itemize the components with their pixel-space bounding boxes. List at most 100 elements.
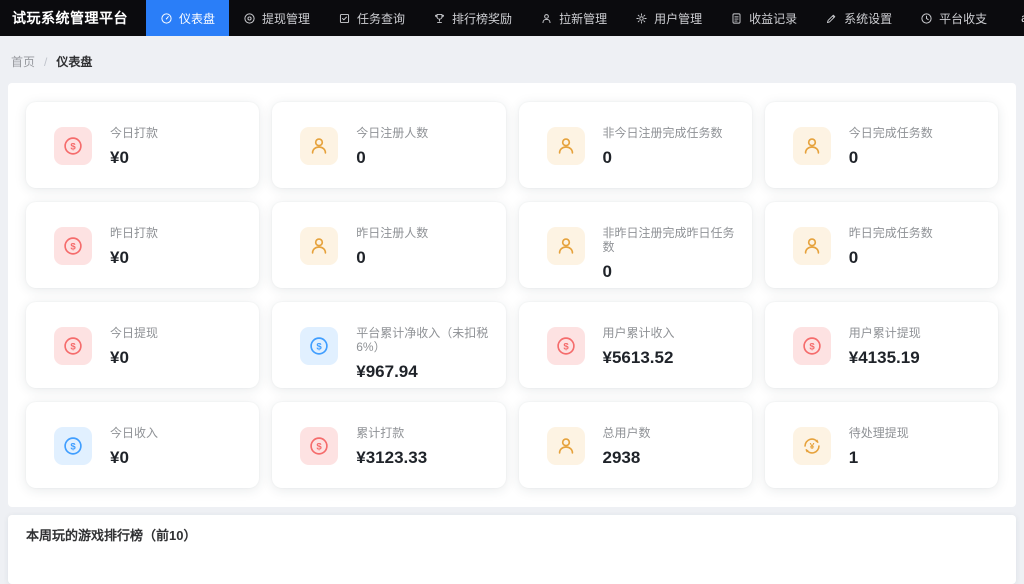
money-circle-icon (54, 327, 92, 365)
breadcrumb: 首页 / 仪表盘 (0, 36, 1024, 83)
money-circle-icon (54, 127, 92, 165)
username: admin (1021, 11, 1024, 25)
breadcrumb-separator: / (44, 54, 48, 69)
stat-value: 0 (848, 248, 859, 267)
app-title: 试玩系统管理平台 (12, 10, 128, 26)
stat-label: 今日完成任务数 (848, 126, 933, 140)
stat-value: ¥0 (110, 148, 129, 167)
stat-label: 非昨日注册完成昨日任务数 (602, 226, 735, 254)
weekly-ranking-panel: 本周玩的游戏排行榜（前10） (8, 515, 1016, 584)
nav-item-label: 排行榜奖励 (452, 11, 513, 26)
referral-person-icon (540, 12, 553, 25)
stat-card-yesterday-payout: 昨日打款 ¥0 (26, 202, 260, 288)
withdraw-icon (243, 12, 256, 25)
nav-item-platform-balance[interactable]: 平台收支 (906, 0, 1001, 36)
dashboard-icon (160, 12, 173, 25)
task-search-icon (338, 12, 351, 25)
stat-value: 1 (848, 448, 859, 467)
stat-label: 用户累计提现 (848, 326, 921, 340)
nav-item-label: 收益记录 (749, 11, 798, 26)
stat-value: ¥0 (110, 348, 129, 367)
stat-value: ¥5613.52 (602, 348, 674, 367)
stat-label: 今日注册人数 (356, 126, 429, 140)
user-gear-icon (635, 12, 648, 25)
stat-label: 昨日打款 (110, 226, 159, 240)
person-icon (546, 227, 585, 265)
main-nav: 仪表盘 提现管理 任务查询 排行榜奖励 拉新管理 用户管理 收益记录 系统设置 (146, 0, 1001, 36)
stat-card-nontoday-registered-tasks: 非今日注册完成任务数 0 (518, 102, 752, 188)
stat-value: ¥3123.33 (356, 448, 428, 467)
trophy-icon (433, 12, 446, 25)
money-circle-icon (300, 427, 339, 465)
person-icon (792, 127, 831, 165)
money-circle-icon (792, 327, 831, 365)
nav-item-label: 平台收支 (939, 11, 988, 26)
money-circle-icon (54, 427, 92, 465)
stat-card-today-income: 今日收入 ¥0 (26, 402, 260, 488)
stat-label: 待处理提现 (848, 426, 909, 440)
stat-card-pending-withdrawals: 待处理提现 1 (764, 402, 998, 488)
stat-card-nonyesterday-registered-tasks: 非昨日注册完成昨日任务数 0 (518, 202, 752, 288)
nav-item-leaderboard-rewards[interactable]: 排行榜奖励 (419, 0, 526, 36)
stat-value: ¥967.94 (356, 362, 418, 381)
stat-label: 昨日注册人数 (356, 226, 429, 240)
stats-grid: 今日打款 ¥0 今日注册人数 0 非今日注册完成任务数 0 今日完成任务数 0 … (26, 102, 998, 488)
nav-item-label: 任务查询 (357, 11, 406, 26)
stat-card-today-withdrawals: 今日提现 ¥0 (26, 302, 260, 388)
nav-item-label: 用户管理 (654, 11, 703, 26)
breadcrumb-current: 仪表盘 (56, 55, 93, 69)
stat-value: 0 (602, 262, 612, 281)
person-icon (792, 227, 831, 265)
dashboard-panel: 今日打款 ¥0 今日注册人数 0 非今日注册完成任务数 0 今日完成任务数 0 … (8, 83, 1016, 507)
stat-label: 今日提现 (110, 326, 159, 340)
stat-card-user-total-withdrawals: 用户累计提现 ¥4135.19 (764, 302, 998, 388)
stat-value: ¥0 (110, 448, 129, 467)
nav-item-earnings-records[interactable]: 收益记录 (716, 0, 811, 36)
stat-value: 2938 (602, 448, 641, 467)
person-icon (546, 127, 585, 165)
nav-item-user-management[interactable]: 用户管理 (621, 0, 716, 36)
nav-item-dashboard[interactable]: 仪表盘 (146, 0, 230, 36)
person-icon (300, 127, 339, 165)
money-circle-icon (300, 327, 339, 365)
stat-label: 平台累计净收入（未扣税6%） (356, 326, 489, 354)
nav-item-label: 系统设置 (844, 11, 893, 26)
pending-cycle-icon (792, 427, 831, 465)
stat-value: 0 (848, 148, 859, 167)
nav-item-referral-management[interactable]: 拉新管理 (526, 0, 621, 36)
person-icon (546, 427, 585, 465)
money-circle-icon (54, 227, 92, 265)
stat-value: 0 (356, 248, 366, 267)
stat-card-user-total-income: 用户累计收入 ¥5613.52 (518, 302, 752, 388)
stat-label: 今日打款 (110, 126, 159, 140)
stat-card-total-payout: 累计打款 ¥3123.33 (272, 402, 506, 488)
nav-item-label: 拉新管理 (559, 11, 608, 26)
nav-item-withdraw-management[interactable]: 提现管理 (229, 0, 324, 36)
stat-card-today-registrations: 今日注册人数 0 (272, 102, 506, 188)
top-navigation-bar: 试玩系统管理平台 仪表盘 提现管理 任务查询 排行榜奖励 拉新管理 用户管理 收 (0, 0, 1024, 36)
weekly-ranking-title: 本周玩的游戏排行榜（前10） (26, 528, 197, 543)
stat-value: ¥4135.19 (848, 348, 920, 367)
stat-value: 0 (602, 148, 612, 167)
stat-card-total-users: 总用户数 2938 (518, 402, 752, 488)
nav-item-label: 提现管理 (262, 11, 311, 26)
stat-card-today-completed-tasks: 今日完成任务数 0 (764, 102, 998, 188)
nav-item-label: 仪表盘 (179, 11, 216, 26)
nav-item-task-query[interactable]: 任务查询 (324, 0, 419, 36)
stat-card-yesterday-completed-tasks: 昨日完成任务数 0 (764, 202, 998, 288)
stat-label: 累计打款 (356, 426, 405, 440)
stat-value: 0 (356, 148, 366, 167)
stat-label: 非今日注册完成任务数 (602, 126, 723, 140)
nav-item-system-settings[interactable]: 系统设置 (811, 0, 906, 36)
stat-label: 昨日完成任务数 (848, 226, 933, 240)
stat-label: 总用户数 (602, 426, 651, 440)
stat-value: ¥0 (110, 248, 129, 267)
settings-pen-icon (825, 12, 838, 25)
person-icon (300, 227, 339, 265)
user-menu[interactable]: admin (1001, 0, 1024, 36)
earnings-record-icon (730, 12, 743, 25)
stat-card-today-payout: 今日打款 ¥0 (26, 102, 260, 188)
breadcrumb-home[interactable]: 首页 (11, 55, 36, 69)
platform-balance-icon (920, 12, 933, 25)
stat-label: 今日收入 (110, 426, 159, 440)
